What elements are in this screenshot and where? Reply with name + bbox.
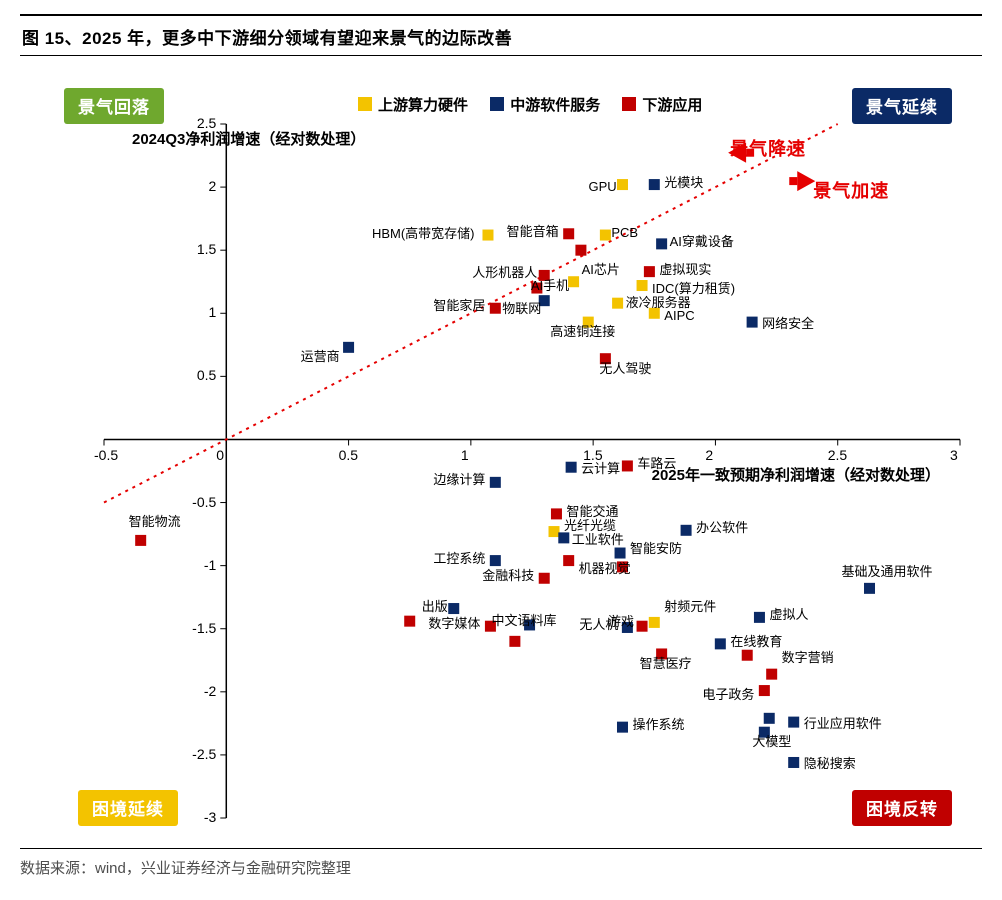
point-label: 智能安防 [630,542,682,555]
point-label: 高速铜连接 [550,325,615,338]
badge-top-right: 景气延续 [852,88,952,124]
y-tick: -3 [204,809,216,825]
point-label: AI手机 [531,279,569,292]
point-label: 人形机器人 [472,266,537,279]
x-tick: 1 [461,447,469,463]
point-label: 电子政务 [702,688,754,701]
point-label: 行业应用软件 [804,717,882,730]
badge-top-left: 景气回落 [64,88,164,124]
point-label: AI穿戴设备 [670,235,734,248]
legend-swatch-midstream [490,97,504,111]
y-tick: 1.5 [197,241,216,257]
point-label: 智能交通 [566,505,618,518]
point-label: 工业软件 [572,533,624,546]
x-tick: 2.5 [828,447,847,463]
point-label: 网络安全 [762,317,814,330]
y-tick: 2.5 [197,115,216,131]
point-label: AI芯片 [582,263,620,276]
point-label: 虚拟现实 [659,263,711,276]
point-label: 射频元件 [664,600,716,613]
point-label: 虚拟人 [769,608,808,621]
point-label: 光纤光缆 [564,519,616,532]
point-label: 数字媒体 [428,617,480,630]
point-label: 出版 [422,600,448,613]
point-label: GPU [588,180,616,193]
point-label: HBM(高带宽存储) [372,227,475,240]
point-label: 数字营销 [782,651,834,664]
scatter-chart: 景气回落 景气延续 困境延续 困境反转 上游算力硬件 中游软件服务 下游应用 2… [20,58,982,848]
point-label: 智慧医疗 [640,657,692,670]
point-label: AIPC [664,309,694,322]
point-label: 智能音箱 [507,225,559,238]
point-label: 智能家居 [433,299,485,312]
arrow-accelerate-label: 景气加速 [813,177,889,203]
point-label: 机器视觉 [579,562,631,575]
legend: 上游算力硬件 中游软件服务 下游应用 [340,94,702,115]
point-label: 基础及通用软件 [842,565,933,578]
x-axis-title: 2025年一致预期净利润增速（经对数处理） [652,464,940,485]
arrow-decelerate-label: 景气降速 [730,135,806,161]
x-tick: 2 [705,447,713,463]
point-label: 液冷服务器 [626,296,691,309]
point-label: 无人驾驶 [599,362,651,375]
point-label: 办公软件 [696,521,748,534]
point-label: 大模型 [752,735,791,748]
point-label: 中文语料库 [492,614,557,627]
y-tick: 1 [209,304,217,320]
point-label: 金融科技 [482,569,534,582]
y-tick: -1 [204,557,216,573]
legend-label-midstream: 中游软件服务 [510,97,600,114]
point-label: 操作系统 [632,718,684,731]
point-label: 智能物流 [129,515,181,528]
point-label: 光模块 [664,176,703,189]
y-tick: -2.5 [192,746,216,762]
x-tick: 0 [216,447,224,463]
x-tick: 0.5 [339,447,358,463]
point-label: IDC(算力租赁) [652,282,735,295]
point-label: 边缘计算 [433,473,485,486]
point-label: 隐秘搜索 [804,757,856,770]
y-tick: -2 [204,683,216,699]
y-tick: -0.5 [192,494,216,510]
legend-label-upstream: 上游算力硬件 [378,97,468,114]
x-tick: -0.5 [94,447,118,463]
y-axis-title: 2024Q3净利润增速（经对数处理） [132,128,365,149]
y-tick: -1.5 [192,620,216,636]
legend-label-downstream: 下游应用 [642,97,702,114]
badge-bottom-right: 困境反转 [852,790,952,826]
legend-swatch-upstream [358,97,372,111]
y-tick: 2 [209,178,217,194]
point-label: 云计算 [581,462,620,475]
point-label: 车路云 [637,457,676,470]
y-tick: 0.5 [197,367,216,383]
point-label: PCB [611,226,638,239]
data-source: 数据来源：wind，兴业证券经济与金融研究院整理 [20,848,982,878]
point-label: 运营商 [301,350,340,363]
x-tick: 3 [950,447,958,463]
figure-title: 图 15、2025 年，更多中下游细分领域有望迎来景气的边际改善 [20,14,982,56]
point-label: 在线教育 [730,635,782,648]
legend-swatch-downstream [622,97,636,111]
point-label: 游戏 [608,615,634,628]
badge-bottom-left: 困境延续 [78,790,178,826]
point-label: 工控系统 [433,552,485,565]
point-label: 物联网 [502,302,541,315]
